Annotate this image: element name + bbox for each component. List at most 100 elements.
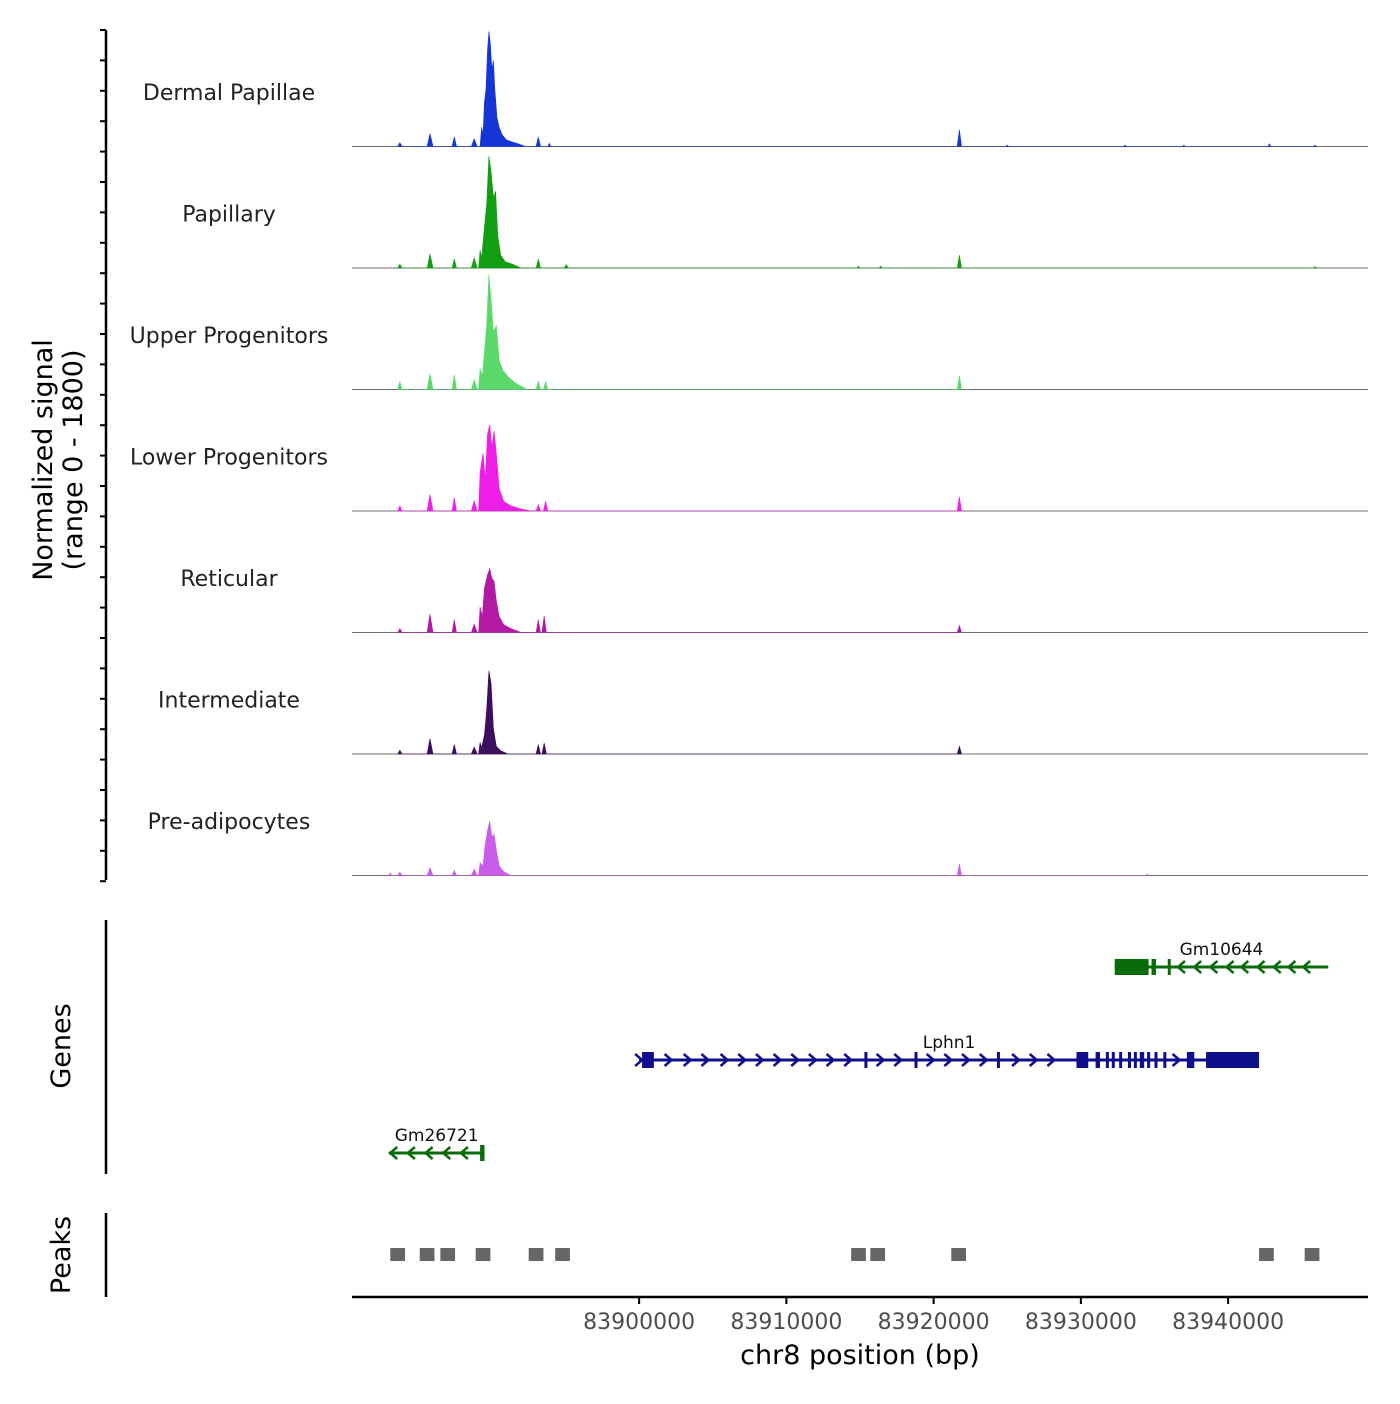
track-label: Lower Progenitors — [130, 446, 328, 471]
coverage-panel: Dermal Papillae Papillary Upper Progenitor… — [100, 29, 1368, 883]
strand-arrow — [1271, 960, 1282, 974]
peak — [528, 1248, 544, 1261]
strand-arrow — [663, 1053, 674, 1067]
strand-arrow — [875, 1053, 886, 1067]
strand-arrow — [790, 1053, 801, 1067]
peak — [851, 1248, 866, 1261]
track-signal-3 — [397, 274, 962, 390]
strand-arrow — [961, 1053, 971, 1067]
peak — [870, 1248, 886, 1261]
strand-arrow — [772, 1053, 783, 1067]
strand-arrow — [1046, 1053, 1057, 1067]
gene-exon — [1133, 1052, 1137, 1068]
track-signal-4 — [397, 424, 962, 512]
track-signal-1 — [397, 31, 1318, 147]
track-label: Intermediate — [158, 689, 300, 714]
gene-exon — [1095, 1052, 1101, 1068]
strand-arrow — [825, 1053, 836, 1067]
strand-arrow — [458, 1146, 469, 1160]
gene-exon — [1167, 959, 1171, 975]
strand-arrow — [1255, 960, 1266, 974]
gene-exon — [480, 1145, 485, 1161]
strand-arrow — [808, 1053, 818, 1067]
gene-exon — [1127, 1052, 1131, 1068]
strand-arrow — [719, 1053, 730, 1067]
strand-arrow — [1208, 960, 1219, 974]
strand-arrow — [843, 1053, 854, 1067]
gene-exon — [1147, 1052, 1151, 1068]
peak — [951, 1248, 967, 1261]
track-label: Upper Progenitors — [130, 324, 329, 349]
strand-arrow — [755, 1053, 765, 1067]
coverage-y-axis-range-label: (range 0 - 1800) — [58, 350, 89, 571]
gene-label: Lphn1 — [923, 1033, 976, 1053]
gene-exon — [1151, 959, 1156, 975]
strand-arrow — [943, 1053, 954, 1067]
strand-arrow — [1011, 1053, 1022, 1067]
strand-arrow — [1171, 1053, 1182, 1067]
x-tick-label: 83900000 — [583, 1310, 695, 1335]
gene-label: Gm26721 — [395, 1126, 479, 1146]
strand-arrow — [925, 1053, 936, 1067]
x-tick-label: 83940000 — [1172, 1310, 1284, 1335]
strand-arrow — [441, 1146, 452, 1160]
peak — [1304, 1248, 1320, 1261]
gene-exon — [642, 1052, 654, 1068]
peak — [1259, 1248, 1274, 1261]
gene-label: Gm10644 — [1180, 940, 1264, 960]
strand-arrow — [1286, 960, 1297, 974]
track-label: Pre-adipocytes — [148, 810, 311, 835]
gene-exon — [1076, 1052, 1089, 1068]
peaks-axis-label: Peaks — [46, 1216, 77, 1294]
gene-exon — [914, 1052, 918, 1068]
gene-exon — [1114, 959, 1149, 975]
track-label: Reticular — [180, 567, 278, 592]
peaks-panel — [104, 1213, 1320, 1297]
gene-exon — [1154, 1052, 1158, 1068]
x-tick-label: 83930000 — [1025, 1310, 1137, 1335]
strand-arrow — [682, 1053, 693, 1067]
strand-arrow — [1239, 960, 1250, 974]
peak — [419, 1248, 435, 1261]
gene-exon — [1163, 1052, 1167, 1068]
strand-arrow — [388, 1146, 399, 1160]
strand-arrow — [700, 1053, 711, 1067]
track-signal-5 — [397, 567, 963, 633]
gene-exon — [864, 1052, 868, 1068]
peak — [555, 1248, 570, 1261]
strand-arrow — [1224, 960, 1235, 974]
peak — [440, 1248, 456, 1261]
coverage-y-axis-label: Normalized signal — [28, 339, 59, 581]
track-signal-6 — [397, 670, 962, 755]
x-tick-label: 83920000 — [878, 1310, 990, 1335]
genes-panel: Gm10644 Lphn1 Gm26721 — [104, 920, 1329, 1174]
strand-arrow — [405, 1146, 416, 1160]
gene-exon — [1119, 1052, 1123, 1068]
gene-exon — [1105, 1052, 1109, 1068]
strand-arrow — [1028, 1053, 1039, 1067]
peak — [475, 1248, 491, 1261]
gene-exon — [1139, 1052, 1145, 1068]
peak — [390, 1248, 406, 1261]
strand-arrow — [1192, 960, 1203, 974]
gene-exon — [1206, 1052, 1260, 1068]
x-tick-label: 83910000 — [730, 1310, 842, 1335]
gene-exon — [1111, 1052, 1115, 1068]
strand-arrow — [634, 1053, 645, 1067]
track-label: Dermal Papillae — [143, 81, 315, 106]
track-signal-2 — [397, 156, 1318, 269]
genes-axis-label: Genes — [46, 1003, 77, 1088]
strand-arrow — [737, 1053, 748, 1067]
strand-arrow — [1176, 960, 1186, 974]
track-label: Papillary — [182, 203, 276, 228]
strand-arrow — [423, 1146, 434, 1160]
x-axis-label: chr8 position (bp) — [740, 1340, 980, 1371]
track-signal-7 — [388, 821, 1150, 876]
strand-arrow — [1301, 960, 1311, 974]
x-axis: 83900000 83910000 83920000 83930000 83940000 — [352, 1295, 1368, 1335]
strand-arrow — [893, 1053, 904, 1067]
gene-exon — [996, 1052, 1000, 1068]
strand-arrow — [978, 1053, 989, 1067]
